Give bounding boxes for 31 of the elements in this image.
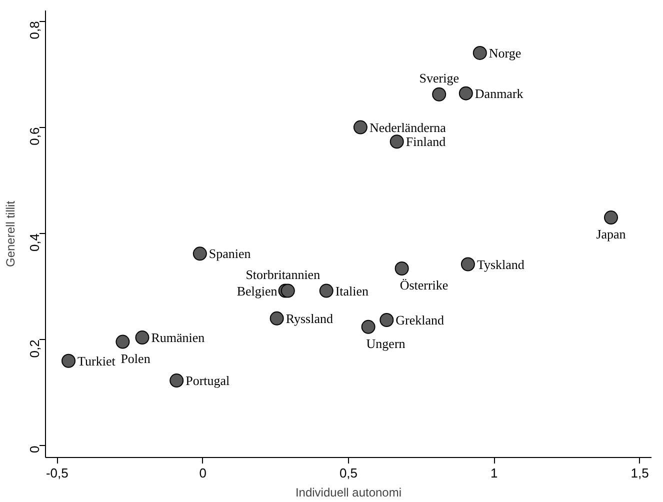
x-tick-label: 1,5 [630,466,649,480]
data-label: Ungern [366,336,406,351]
data-label: Grekland [396,312,445,328]
data-label: Sverige [419,70,460,86]
data-label: Österrike [400,278,448,293]
data-label: Storbritannien [246,266,321,282]
y-tick-label: 0,2 [27,340,42,358]
data-label: Belgien [236,283,278,298]
data-label: Spanien [208,246,252,262]
data-label: Portugal [186,373,230,388]
y-tick-label: 0 [27,446,42,454]
data-label: Japan [596,226,626,242]
x-tick-label: 0,5 [339,466,358,480]
data-label: Tyskland [476,256,525,272]
data-label: Ryssland [286,310,334,326]
y-tick-label: 0,8 [27,21,42,40]
data-label: Turkiet [78,353,116,368]
x-axis-title: Individuell autonomi [295,486,402,500]
data-label: Danmark [474,86,524,101]
data-label: Polen [120,350,151,366]
x-tick-label: 0 [199,466,206,480]
y-tick-label: 0,6 [27,127,42,146]
y-axis-title: Generell tillit [4,200,18,268]
data-label: Finland [406,134,446,150]
data-label: Nederländerna [369,120,446,135]
x-tick-label: -0,5 [46,466,68,480]
data-label: Rumänien [151,330,206,346]
data-label: Norge [488,45,522,60]
y-tick-label: 0,4 [27,233,42,252]
data-label: Italien [335,283,370,298]
x-tick-label: 1 [490,466,498,480]
